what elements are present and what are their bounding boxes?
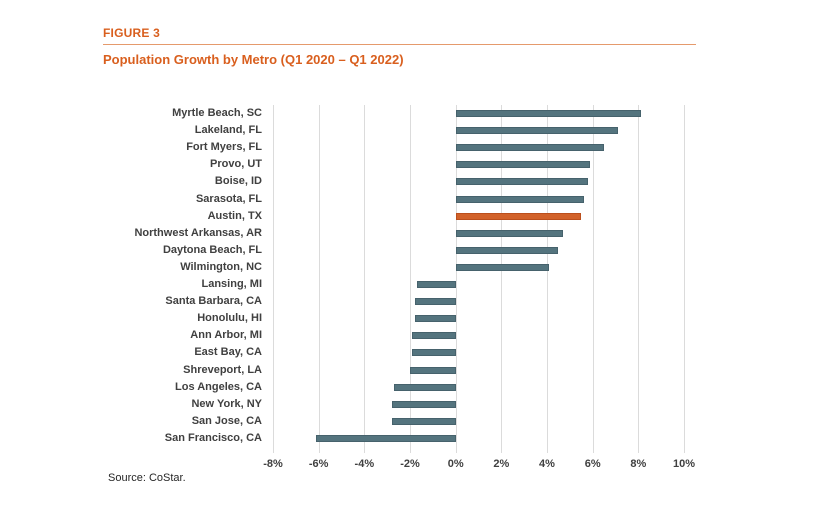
- category-label: San Jose, CA: [191, 414, 262, 427]
- category-label: Santa Barbara, CA: [165, 295, 262, 308]
- x-axis-tick-label: 0%: [447, 458, 464, 470]
- bar: [455, 263, 550, 271]
- category-label: Los Angeles, CA: [175, 380, 262, 393]
- figure-rule-divider: [103, 44, 696, 45]
- x-axis-tick-label: -8%: [263, 458, 283, 470]
- bar: [412, 349, 456, 357]
- category-label: Daytona Beach, FL: [162, 243, 262, 256]
- category-label: Honolulu, HI: [197, 312, 262, 325]
- bar: [455, 144, 605, 152]
- gridline--6%: [318, 105, 320, 453]
- category-label: Provo, UT: [210, 158, 262, 171]
- gridline-0%: [455, 105, 457, 453]
- bar: [394, 383, 456, 391]
- category-label: Lansing, MI: [201, 278, 263, 290]
- x-axis-tick-label: -4%: [354, 458, 375, 470]
- gridline--4%: [364, 105, 366, 453]
- bar: [412, 332, 456, 340]
- x-axis-tick-label: 6%: [584, 458, 601, 470]
- category-label: East Bay, CA: [194, 346, 262, 359]
- category-label: San Francisco, CA: [164, 431, 262, 444]
- bar: [455, 229, 563, 237]
- bar-highlighted: [455, 212, 582, 220]
- gridline-8%: [638, 105, 640, 453]
- x-axis-tick-label: -6%: [308, 458, 329, 470]
- gridline-6%: [592, 105, 594, 453]
- category-label: Sarasota, FL: [195, 192, 262, 205]
- figure-label: FIGURE 3: [103, 26, 160, 40]
- x-axis-tick-label: 2%: [493, 458, 510, 470]
- x-axis-tick-label: -2%: [400, 458, 420, 470]
- gridline--2%: [410, 105, 411, 453]
- gridline-2%: [501, 105, 503, 453]
- category-label: Myrtle Beach, SC: [172, 107, 262, 119]
- bar: [455, 178, 589, 186]
- category-label: Lakeland, FL: [194, 124, 262, 137]
- gridline-4%: [547, 105, 548, 453]
- bar: [455, 246, 559, 254]
- category-label: Boise, ID: [214, 175, 262, 188]
- category-label: Northwest Arkansas, AR: [134, 226, 262, 239]
- category-label: Ann Arbor, MI: [190, 329, 262, 342]
- bar: [416, 281, 456, 289]
- bar: [455, 195, 584, 203]
- category-label: Fort Myers, FL: [186, 141, 262, 154]
- gridline-10%: [684, 105, 685, 453]
- bar: [410, 366, 456, 374]
- bar: [414, 298, 456, 306]
- category-label: Austin, TX: [207, 209, 262, 222]
- x-axis-tick-label: 4%: [539, 458, 555, 470]
- bar: [455, 110, 641, 118]
- bar: [391, 417, 456, 425]
- bar: [414, 315, 456, 323]
- category-label: New York, NY: [191, 397, 262, 410]
- x-axis-tick-label: 8%: [630, 458, 647, 470]
- bar: [391, 400, 456, 408]
- bar: [316, 434, 456, 442]
- bar: [455, 127, 618, 135]
- gridline--8%: [273, 105, 274, 453]
- x-axis-tick-label: 10%: [672, 458, 696, 470]
- category-label: Shreveport, LA: [183, 363, 262, 376]
- category-label: Wilmington, NC: [180, 260, 262, 273]
- bar: [455, 161, 591, 169]
- source-note: Source: CoStar.: [108, 472, 186, 484]
- figure-title: Population Growth by Metro (Q1 2020 – Q1…: [103, 52, 404, 67]
